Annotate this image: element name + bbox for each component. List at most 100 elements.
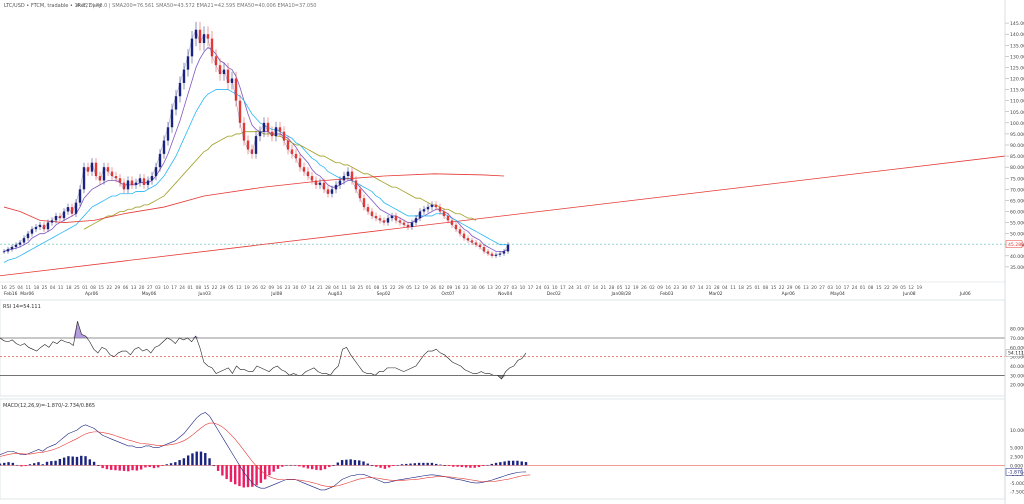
candle-body <box>482 246 486 252</box>
x-day-label: 19 <box>917 285 923 291</box>
candle-body <box>118 178 122 183</box>
macd-panel-title: MACD(12,26,9)=-1.870/-2.734/0.865 <box>3 403 95 409</box>
candle-body <box>502 251 506 254</box>
x-day-label: 11 <box>730 285 736 291</box>
x-day-label: 24 <box>568 285 574 291</box>
x-day-label: 13 <box>487 285 493 291</box>
rsi-line <box>0 321 527 380</box>
macd-histogram-bar <box>234 465 237 485</box>
x-day-label: 11 <box>26 285 32 291</box>
macd-histogram-bar <box>319 465 322 471</box>
macd-histogram-bar <box>340 460 344 466</box>
candle-body <box>402 222 406 225</box>
macd-histogram-bar <box>221 465 224 476</box>
price-tick-label: 110.000 <box>1010 99 1024 105</box>
x-day-label: 03 <box>544 285 550 291</box>
macd-histogram-bar <box>135 465 139 471</box>
x-day-label: 26 <box>641 285 647 291</box>
price-tick-label: 100.000 <box>1010 121 1024 127</box>
x-day-label: 28 <box>714 285 720 291</box>
rsi-current-label: 54.111 <box>1008 351 1024 357</box>
candle-body <box>398 220 402 223</box>
macd-histogram-bar <box>293 464 297 466</box>
x-day-label: 15 <box>98 285 104 291</box>
price-tick-label: 70.000 <box>1010 187 1024 193</box>
candle-body <box>498 253 502 255</box>
x-day-label: 03 <box>155 285 161 291</box>
macd-signal-line <box>0 422 531 487</box>
candle-body <box>190 38 194 57</box>
x-day-label: 25 <box>746 285 752 291</box>
macd-histogram-bar <box>199 451 203 466</box>
candle-body <box>330 189 334 194</box>
candle-body <box>102 167 106 181</box>
macd-histogram-bar <box>370 465 374 466</box>
macd-histogram-bar <box>139 465 143 470</box>
candle-body <box>226 69 230 83</box>
x-day-label: 01 <box>366 285 372 291</box>
candle-body <box>258 131 262 137</box>
macd-histogram-bar <box>186 455 190 466</box>
macd-current-label: -1.870 <box>1008 470 1023 476</box>
x-day-label: 20 <box>139 285 145 291</box>
candle-body <box>354 180 358 190</box>
price-tick-label: 105.000 <box>1010 110 1024 116</box>
candle-body <box>142 178 146 185</box>
macd-histogram-bar <box>75 456 79 466</box>
macd-histogram-bar <box>417 462 421 466</box>
candle-body <box>390 215 394 219</box>
candle-body <box>442 211 446 216</box>
x-day-label: 05 <box>617 285 623 291</box>
price-panel-title: LTC/USD • FTCM, tradable • 1Ref, Daily <box>4 3 102 9</box>
candle-body <box>134 182 138 185</box>
x-day-label: 04 <box>17 285 23 291</box>
x-day-label: 17 <box>560 285 566 291</box>
macd-histogram-bar <box>84 456 87 466</box>
price-tick-label: 50.000 <box>1010 232 1024 238</box>
x-day-label: 25 <box>358 285 364 291</box>
candle-body <box>242 122 246 141</box>
macd-histogram-bar <box>482 465 485 467</box>
x-day-label: 05 <box>406 285 412 291</box>
x-day-label: 07 <box>690 285 696 291</box>
series-ema21 <box>3 89 508 263</box>
candle-body <box>342 176 346 181</box>
candle-body <box>426 207 430 210</box>
macd-histogram-bar <box>358 460 361 466</box>
candle-body <box>194 29 198 39</box>
candle-body <box>146 180 150 185</box>
x-day-label: 19 <box>633 285 639 291</box>
candle-body <box>174 96 178 110</box>
macd-histogram-bar <box>105 465 109 470</box>
rsi-tick-label: 30.000 <box>1010 373 1024 379</box>
candle-body <box>78 189 82 203</box>
x-day-label: 08 <box>763 285 769 291</box>
x-day-label: 20 <box>495 285 501 291</box>
x-day-label: 29 <box>892 285 898 291</box>
macd-histogram-bar <box>80 455 83 466</box>
macd-histogram-bar <box>323 465 327 470</box>
macd-histogram-bar <box>349 459 352 466</box>
candle-body <box>274 127 278 137</box>
macd-histogram-bar <box>486 464 489 466</box>
macd-histogram-bar <box>165 464 168 466</box>
x-day-label: 06 <box>795 285 801 291</box>
x-day-label: 01 <box>755 285 761 291</box>
candle-body <box>26 233 30 239</box>
x-day-label: 27 <box>819 285 825 291</box>
macd-histogram-bar <box>71 456 74 466</box>
candle-body <box>214 56 218 66</box>
candle-body <box>362 198 366 208</box>
price-tick-label: 120.000 <box>1010 77 1024 83</box>
candle-body <box>450 220 454 225</box>
candle-body <box>262 122 266 132</box>
macd-histogram-bar <box>383 465 387 469</box>
macd-histogram-bar <box>310 465 314 470</box>
candle-body <box>210 38 214 57</box>
price-axis: 145.000 140.000 135.000 130.000 125.000 120.0… <box>1005 21 1024 271</box>
candle-body <box>474 242 478 245</box>
price-panel-info: # 227 | 48.0 | SMA200=76.561 SMA50=43.57… <box>76 3 316 9</box>
macd-histogram-bar <box>131 465 134 471</box>
candle-body <box>346 171 350 177</box>
